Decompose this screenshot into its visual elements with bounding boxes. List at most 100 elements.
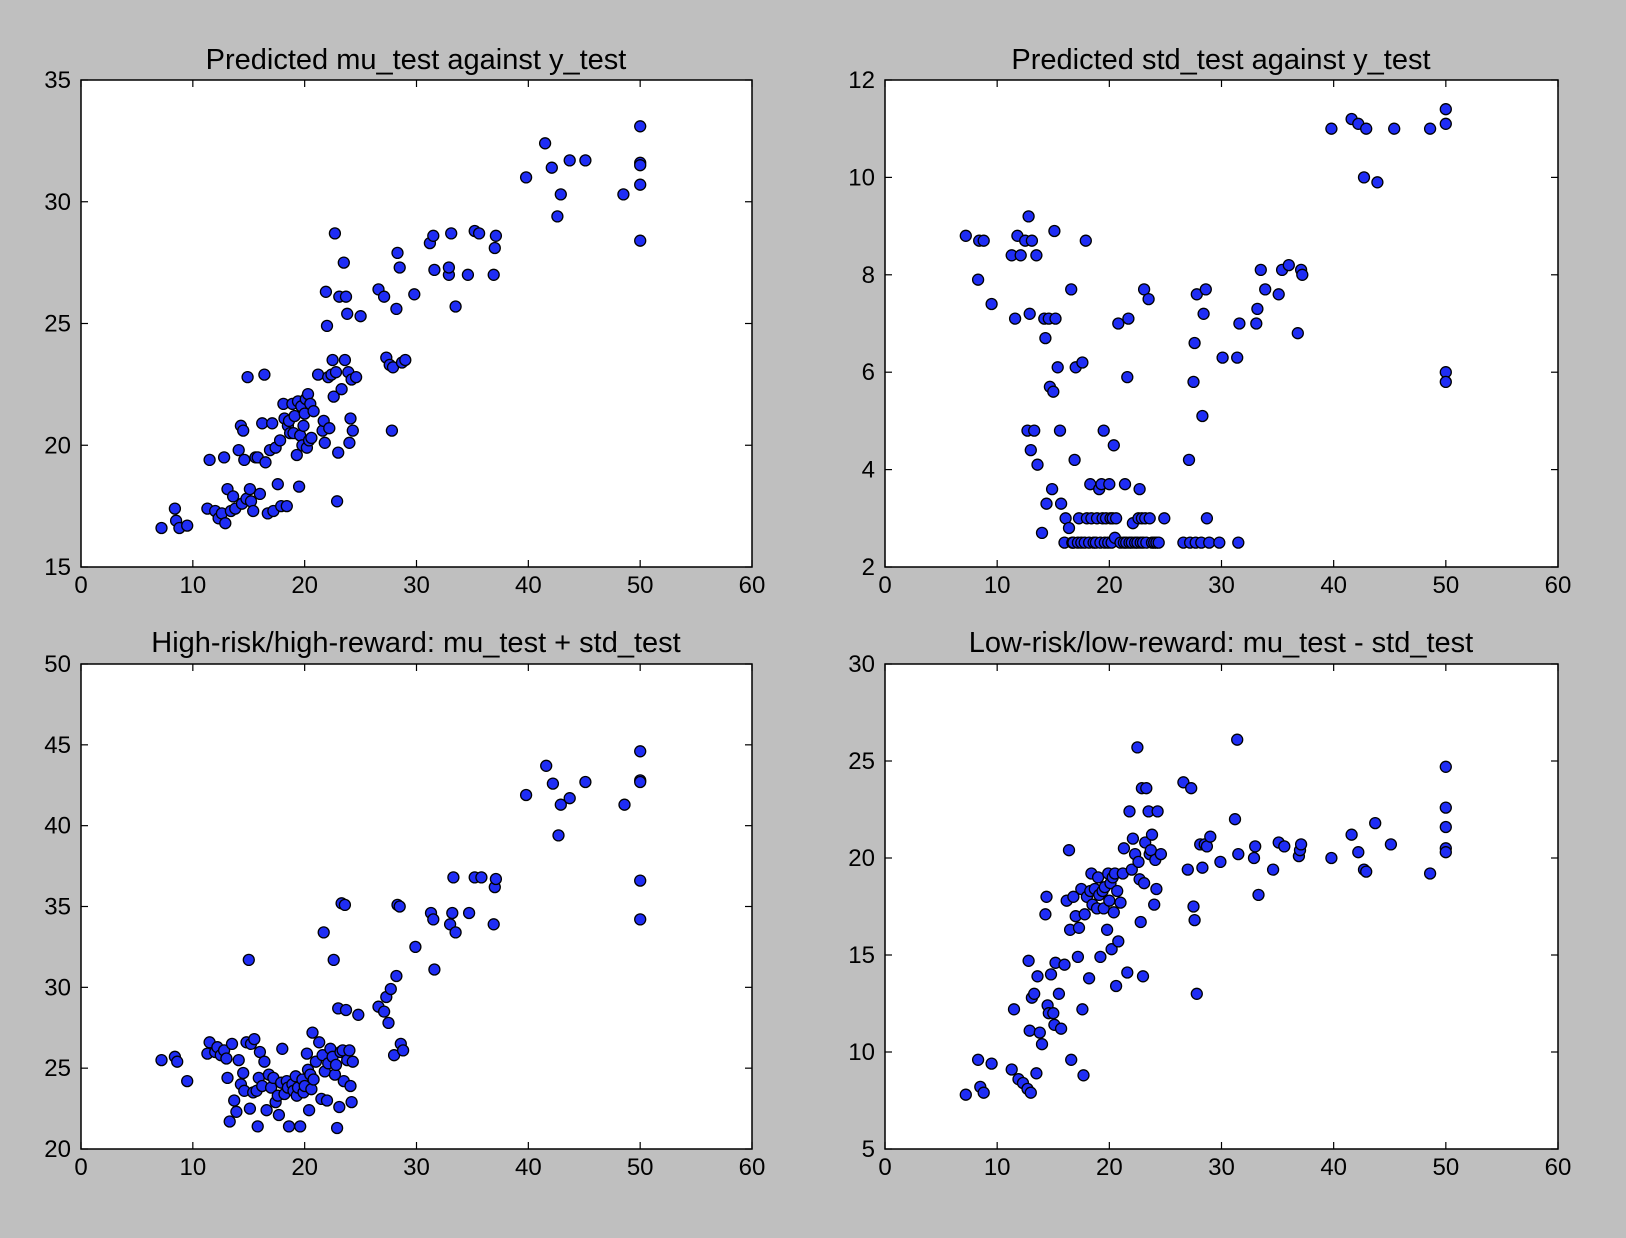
- data-point: [617, 188, 630, 201]
- data-point: [1282, 258, 1295, 272]
- subplot-low-risk: 0 10 20 30 40 50 60 5 10 15 20 25 30 Low-risk/low-rew…: [848, 627, 1571, 1181]
- data-point: [1107, 906, 1120, 919]
- data-point: [1097, 424, 1110, 437]
- data-point: [305, 431, 318, 445]
- data-point: [1197, 307, 1210, 320]
- data-point: [260, 1104, 273, 1117]
- data-point: [333, 1100, 346, 1114]
- data-point: [1065, 283, 1078, 296]
- data-point: [1231, 733, 1244, 746]
- data-point: [1132, 855, 1145, 869]
- data-point: [1100, 923, 1114, 936]
- data-point: [1031, 458, 1044, 471]
- data-point: [1369, 816, 1382, 830]
- data-point: [545, 161, 558, 174]
- data-point: [428, 963, 441, 976]
- data-point: [1023, 1024, 1036, 1037]
- subplot-high-risk: 0 10 20 30 40 50 60 20 25 30 35 40 45 50 High-risk/hig…: [44, 627, 765, 1181]
- x-tick-label: 0: [74, 1154, 87, 1181]
- data-point: [487, 268, 500, 281]
- x-tick-label: 20: [291, 572, 318, 599]
- data-point: [1259, 283, 1272, 296]
- y-tick-label: 10: [848, 164, 875, 191]
- data-point: [323, 422, 336, 435]
- data-point: [461, 268, 475, 281]
- data-point: [977, 234, 990, 247]
- data-point: [1094, 950, 1107, 964]
- y-tick-label: 5: [862, 1136, 875, 1163]
- data-point: [1121, 370, 1134, 384]
- data-point: [1439, 801, 1452, 814]
- plot-area: [884, 663, 1559, 1150]
- data-point: [1266, 863, 1280, 876]
- data-point: [230, 1105, 243, 1118]
- data-point: [1103, 478, 1116, 491]
- data-point: [311, 368, 325, 381]
- data-point: [977, 1086, 990, 1099]
- data-point: [1254, 263, 1267, 277]
- data-point: [1148, 898, 1161, 911]
- data-point: [253, 487, 267, 501]
- y-tick-label: 30: [44, 974, 71, 1001]
- data-point: [181, 1074, 194, 1088]
- x-tick-label: 20: [1096, 1154, 1123, 1181]
- data-point: [1187, 900, 1200, 913]
- data-point: [258, 368, 271, 381]
- x-tick-label: 0: [878, 572, 891, 599]
- data-point: [241, 370, 254, 384]
- data-point: [332, 446, 345, 459]
- y-tick-label: 30: [44, 189, 71, 216]
- data-point: [1065, 1053, 1078, 1066]
- data-point: [273, 434, 287, 447]
- data-point: [1196, 861, 1209, 874]
- data-point: [1047, 1007, 1060, 1020]
- subplot-std-test: 0 10 20 30 40 50 60 2 4 6 8 10 12 Predicted std_test …: [848, 44, 1571, 599]
- data-point: [1125, 863, 1138, 876]
- data-point: [1214, 855, 1227, 869]
- data-point: [1250, 317, 1263, 330]
- data-point: [959, 229, 972, 242]
- data-point: [489, 872, 503, 886]
- data-point: [1076, 356, 1089, 369]
- data-point: [1296, 268, 1309, 281]
- data-point: [320, 319, 334, 333]
- data-point: [1200, 512, 1214, 525]
- data-point: [546, 777, 560, 790]
- data-point: [1054, 497, 1068, 510]
- data-point: [219, 517, 232, 530]
- data-point: [237, 1066, 250, 1080]
- data-point: [330, 1121, 344, 1135]
- data-point: [330, 495, 344, 508]
- data-point: [489, 229, 503, 242]
- x-tick-label: 20: [291, 1154, 318, 1181]
- data-point: [1142, 292, 1155, 306]
- y-tick-label: 8: [862, 262, 875, 289]
- data-point: [168, 502, 182, 515]
- data-point: [1213, 536, 1226, 549]
- data-point: [519, 171, 533, 184]
- data-point: [1105, 943, 1118, 956]
- data-point: [344, 412, 357, 425]
- data-point: [319, 285, 333, 298]
- data-point: [1024, 1086, 1037, 1099]
- data-point: [1158, 512, 1171, 525]
- data-point: [1439, 820, 1452, 834]
- data-point: [1031, 970, 1044, 983]
- x-tick-label: 60: [739, 572, 766, 599]
- data-point: [1052, 987, 1066, 1000]
- data-point: [329, 1058, 343, 1072]
- data-point: [554, 188, 567, 201]
- x-tick-label: 60: [1545, 572, 1572, 599]
- data-point: [1272, 288, 1285, 301]
- data-point: [237, 424, 250, 437]
- data-point: [1185, 782, 1198, 795]
- data-point: [1030, 249, 1043, 262]
- data-point: [390, 969, 403, 983]
- data-point: [1022, 954, 1035, 967]
- data-point: [339, 1003, 353, 1017]
- data-point: [1232, 536, 1245, 549]
- data-point: [390, 302, 403, 316]
- y-tick-label: 40: [44, 813, 71, 840]
- data-point: [302, 1104, 316, 1117]
- x-tick-label: 0: [74, 572, 87, 599]
